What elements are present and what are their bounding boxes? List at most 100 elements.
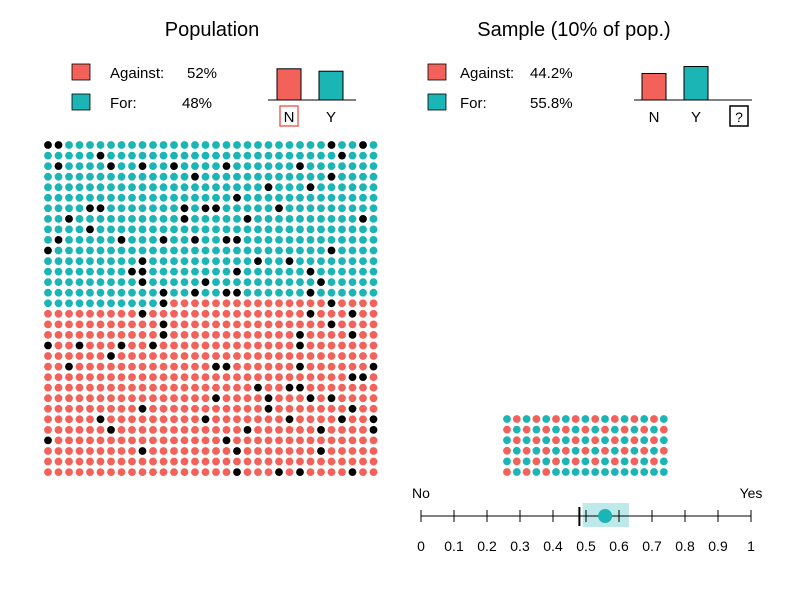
population-dot	[44, 309, 52, 318]
population-dot	[264, 141, 273, 149]
population-dot	[348, 299, 357, 308]
population-dot	[296, 426, 304, 434]
population-dot	[369, 447, 378, 455]
population-dot	[317, 404, 325, 413]
population-dot	[233, 309, 241, 318]
sample-dot	[552, 425, 560, 434]
population-dot	[327, 341, 336, 350]
population-dot	[170, 215, 178, 223]
population-dot	[233, 288, 241, 297]
population-dot	[149, 141, 157, 149]
population-dot	[327, 278, 336, 286]
population-dot	[201, 215, 210, 223]
population-dot	[317, 383, 325, 392]
population-dot	[222, 436, 231, 445]
population-dot	[149, 267, 157, 276]
population-dot	[338, 183, 346, 192]
population-dot	[254, 278, 262, 286]
population-dot	[306, 341, 315, 350]
population-dot	[222, 404, 231, 413]
population-dot	[212, 352, 220, 360]
population-dot	[296, 341, 304, 350]
sample-dot	[591, 415, 600, 423]
population-dot	[359, 457, 367, 466]
population-dot	[222, 183, 231, 192]
sample-unknown-box[interactable]	[729, 105, 749, 127]
population-dot	[306, 362, 315, 371]
population-dot	[327, 394, 336, 403]
population-dot	[75, 204, 84, 213]
population-dot	[201, 436, 210, 445]
sample-dot	[640, 468, 649, 476]
population-dot	[44, 204, 52, 213]
population-dot	[275, 151, 283, 160]
population-dot	[338, 246, 346, 255]
population-dot	[159, 215, 168, 223]
population-dot	[149, 457, 157, 466]
population-dot	[75, 236, 84, 244]
population-dot	[306, 204, 315, 213]
population-dot	[44, 236, 52, 244]
population-dot	[138, 236, 147, 244]
population-dot	[117, 278, 126, 286]
population-dot	[54, 362, 63, 371]
population-dot	[44, 151, 52, 160]
population-dot	[96, 341, 105, 350]
population-dot	[275, 172, 283, 181]
population-dot	[44, 468, 52, 476]
population-dot	[180, 183, 189, 192]
population-dot	[201, 309, 210, 318]
population-dot	[44, 267, 52, 276]
population-dot	[117, 394, 126, 403]
sample-dot-grid	[503, 415, 668, 476]
sample-dot	[571, 425, 580, 434]
population-dot	[264, 394, 273, 403]
population-dot	[275, 331, 283, 339]
population-legend-for-value: 48%	[182, 95, 212, 112]
population-dot	[369, 246, 378, 255]
population-dot	[275, 457, 283, 466]
population-dot	[54, 267, 63, 276]
population-dot	[170, 236, 178, 244]
population-dot	[128, 151, 136, 160]
population-dot	[86, 225, 94, 234]
population-dot	[327, 215, 336, 223]
population-dot	[254, 362, 262, 371]
population-dot	[369, 309, 378, 318]
population-dot	[128, 426, 136, 434]
population-dot	[359, 426, 367, 434]
population-dot	[327, 352, 336, 360]
sample-dot	[532, 468, 541, 476]
sample-dot	[620, 457, 629, 466]
population-dot	[201, 341, 210, 350]
population-dot	[327, 415, 336, 424]
population-dot	[117, 362, 126, 371]
population-dot	[306, 246, 315, 255]
population-dot	[233, 215, 241, 223]
population-n-highlight-box[interactable]	[279, 105, 299, 127]
population-dot	[317, 299, 325, 308]
population-dot	[128, 215, 136, 223]
sample-dot	[552, 436, 560, 445]
population-dot	[180, 141, 189, 149]
population-dot	[296, 383, 304, 392]
population-dot	[359, 172, 367, 181]
population-dot	[180, 236, 189, 244]
population-dot	[149, 225, 157, 234]
population-dot	[86, 183, 94, 192]
population-dot	[107, 352, 115, 360]
population-dot	[54, 383, 63, 392]
population-dot	[317, 394, 325, 403]
population-dot	[149, 299, 157, 308]
population-dot	[170, 267, 178, 276]
population-dot	[96, 278, 105, 286]
population-dot	[180, 257, 189, 265]
population-dot	[180, 457, 189, 466]
population-dot	[65, 162, 73, 171]
sample-estimate-dot[interactable]	[598, 509, 613, 523]
population-dot	[44, 352, 52, 360]
population-dot	[369, 331, 378, 339]
population-dot	[222, 447, 231, 455]
population-dot	[65, 309, 73, 318]
population-dot	[254, 383, 262, 392]
